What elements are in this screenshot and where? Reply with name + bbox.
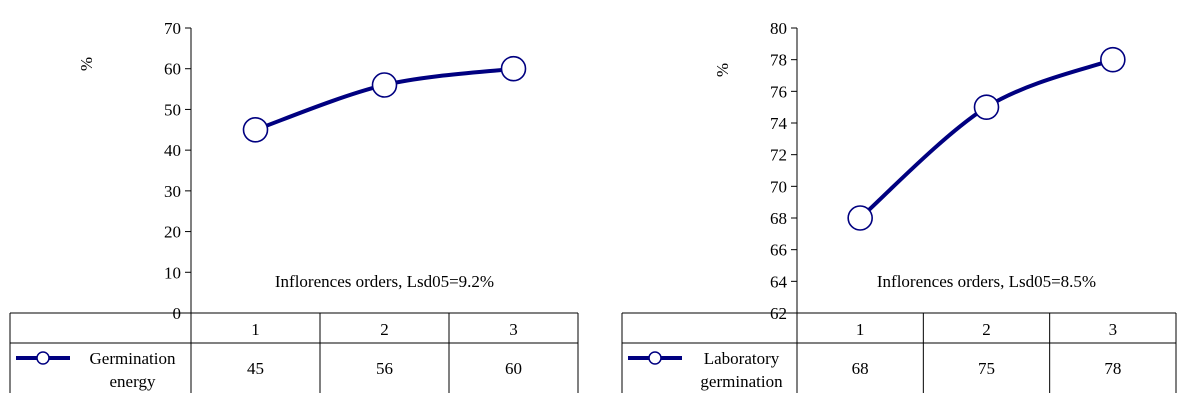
legend-label-line: germination <box>700 372 783 391</box>
x-category-label: 1 <box>856 320 865 339</box>
legend-marker <box>648 351 662 365</box>
annotation-text: Inflorences orders, Lsd05=8.5% <box>877 272 1096 291</box>
y-tick-label: 72 <box>770 146 787 165</box>
data-table-value: 45 <box>247 359 264 378</box>
y-tick-label: 70 <box>164 19 181 38</box>
y-tick-label: 10 <box>164 263 181 282</box>
y-tick-label: 20 <box>164 223 181 242</box>
data-table-value: 68 <box>852 359 869 378</box>
data-point-marker <box>500 55 527 82</box>
y-tick-label: 78 <box>770 51 787 70</box>
data-point-marker <box>847 205 873 231</box>
x-category-label: 2 <box>380 320 389 339</box>
annotation-text: Inflorences orders, Lsd05=9.2% <box>275 272 494 291</box>
legend-label-line: Laboratory <box>704 349 780 368</box>
data-table-value: 78 <box>1104 359 1121 378</box>
data-table-value: 60 <box>505 359 522 378</box>
data-point-marker <box>242 116 269 143</box>
data-table-value: 75 <box>978 359 995 378</box>
y-tick-label: 70 <box>770 177 787 196</box>
data-point-marker <box>371 72 398 98</box>
x-category-label: 3 <box>1109 320 1118 339</box>
x-category-label: 2 <box>982 320 991 339</box>
data-point-marker <box>973 94 1000 120</box>
y-tick-label: 68 <box>770 209 787 228</box>
y-tick-label: 50 <box>164 100 181 119</box>
y-tick-label: 64 <box>770 272 788 291</box>
legend-label-line: Germination <box>90 349 176 368</box>
y-tick-label: 66 <box>770 241 787 260</box>
data-point-marker <box>1100 46 1126 73</box>
x-category-label: 3 <box>509 320 518 339</box>
x-category-label: 1 <box>251 320 260 339</box>
y-tick-label: 74 <box>770 114 788 133</box>
series-line <box>858 57 1115 220</box>
legend-label-line: energy <box>110 372 156 391</box>
y-axis-label: % <box>77 57 96 71</box>
y-axis-label: % <box>713 63 732 77</box>
y-tick-label: 76 <box>770 82 787 101</box>
y-tick-label: 40 <box>164 141 181 160</box>
y-tick-label: 60 <box>164 60 181 79</box>
y-tick-label: 80 <box>770 19 787 38</box>
legend-marker <box>36 351 50 365</box>
y-tick-label: 30 <box>164 182 181 201</box>
data-table-value: 56 <box>376 359 393 378</box>
